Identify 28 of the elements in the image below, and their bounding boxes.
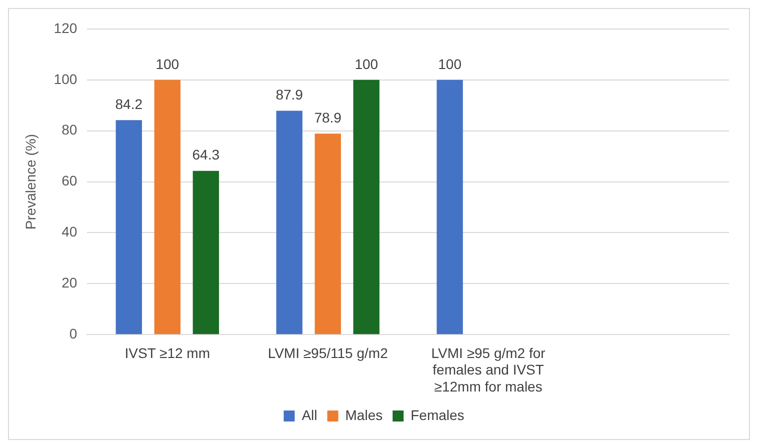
data-label: 87.9 xyxy=(276,86,304,103)
y-tick-label: 80 xyxy=(62,122,78,138)
bar xyxy=(192,170,219,334)
bar xyxy=(353,80,380,334)
data-label: 100 xyxy=(354,56,378,72)
legend-label: Females xyxy=(410,406,464,423)
bar xyxy=(154,80,180,334)
y-tick-label: 120 xyxy=(54,20,78,36)
legend-label: Males xyxy=(345,406,383,423)
y-tick-label: 100 xyxy=(54,70,78,87)
y-tick-label: 20 xyxy=(62,274,78,291)
legend-label: All xyxy=(302,406,318,423)
x-tick-label: LVMI ≥95 g/m2 for females and IVST ≥12mm for males xyxy=(431,344,546,394)
data-label: 78.9 xyxy=(314,110,342,126)
data-label: 100 xyxy=(438,56,462,72)
y-axis-title: Prevalence (%) xyxy=(22,134,38,230)
bar xyxy=(276,110,302,334)
data-label: 100 xyxy=(156,56,180,72)
bar xyxy=(436,80,463,334)
x-tick-label: IVST ≥12 mm xyxy=(124,344,210,361)
x-tick-label: LVMI ≥95/115 g/m2 xyxy=(268,344,388,361)
bar xyxy=(314,134,341,334)
y-tick-label: 60 xyxy=(62,172,78,189)
y-tick-label: 0 xyxy=(69,325,78,342)
data-label: 64.3 xyxy=(192,146,220,163)
data-label: 84.2 xyxy=(115,96,143,112)
y-tick-label: 40 xyxy=(62,224,78,240)
bar xyxy=(116,120,142,334)
